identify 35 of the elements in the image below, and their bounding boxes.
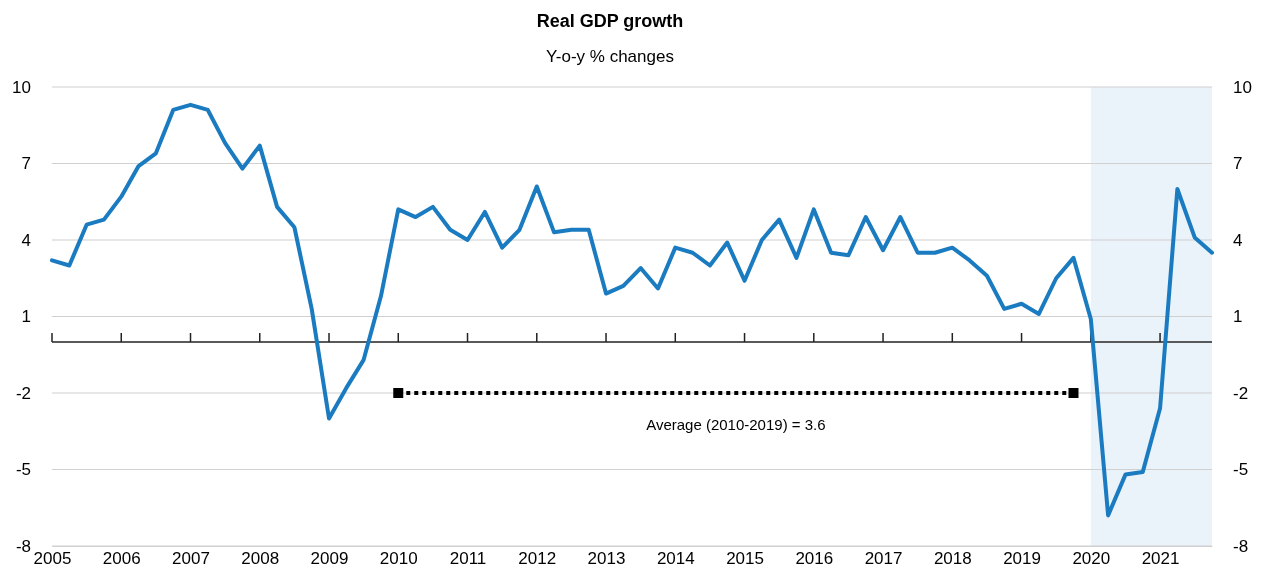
x-tick-label: 2018: [933, 549, 972, 569]
y-tick-label: 1: [21, 307, 31, 327]
y2-tick-label: 1: [1233, 307, 1243, 327]
x-tick-label: 2010: [379, 549, 418, 569]
x-tick-label: 2007: [172, 549, 210, 569]
y2-tick-label: 7: [1233, 154, 1243, 174]
line-series: [50, 102, 1214, 518]
chart-subtitle: Y-o-y % changes: [546, 47, 674, 66]
y-tick-label: -5: [15, 460, 31, 480]
x-tick-label: 2016: [795, 549, 834, 569]
y2-tick-label: 10: [1233, 77, 1252, 97]
y-tick-label: 7: [21, 154, 31, 174]
x-tick-label: 2005: [33, 549, 72, 569]
x-tick-label: 2006: [102, 549, 141, 569]
y-tick-label: -8: [15, 536, 31, 556]
x-tick-label: 2011: [449, 549, 487, 569]
y2-tick-label: 4: [1233, 230, 1243, 250]
x-tick-label: 2008: [241, 549, 280, 569]
y-tick-label: -2: [15, 383, 31, 403]
y-tick-label: 4: [21, 230, 31, 250]
x-tick-label: 2021: [1141, 549, 1180, 569]
y2-tick-label: -2: [1233, 383, 1249, 403]
y2-tick-label: -8: [1233, 536, 1249, 556]
x-tick-label: 2012: [518, 549, 557, 569]
x-tick-label: 2020: [1072, 549, 1111, 569]
x-tick-label: 2017: [864, 549, 903, 569]
x-tick-label: 2013: [587, 549, 626, 569]
y-tick-label: 10: [12, 77, 31, 97]
chart-title: Real GDP growth: [536, 11, 684, 31]
y2-tick-label: -5: [1233, 460, 1249, 480]
annotation: Average (2010-2019) = 3.6: [646, 416, 826, 433]
x-tick-label: 2009: [310, 549, 349, 569]
x-tick-label: 2019: [1003, 549, 1041, 569]
x-tick-label: 2014: [656, 549, 695, 569]
x-tick-label: 2015: [726, 549, 764, 569]
